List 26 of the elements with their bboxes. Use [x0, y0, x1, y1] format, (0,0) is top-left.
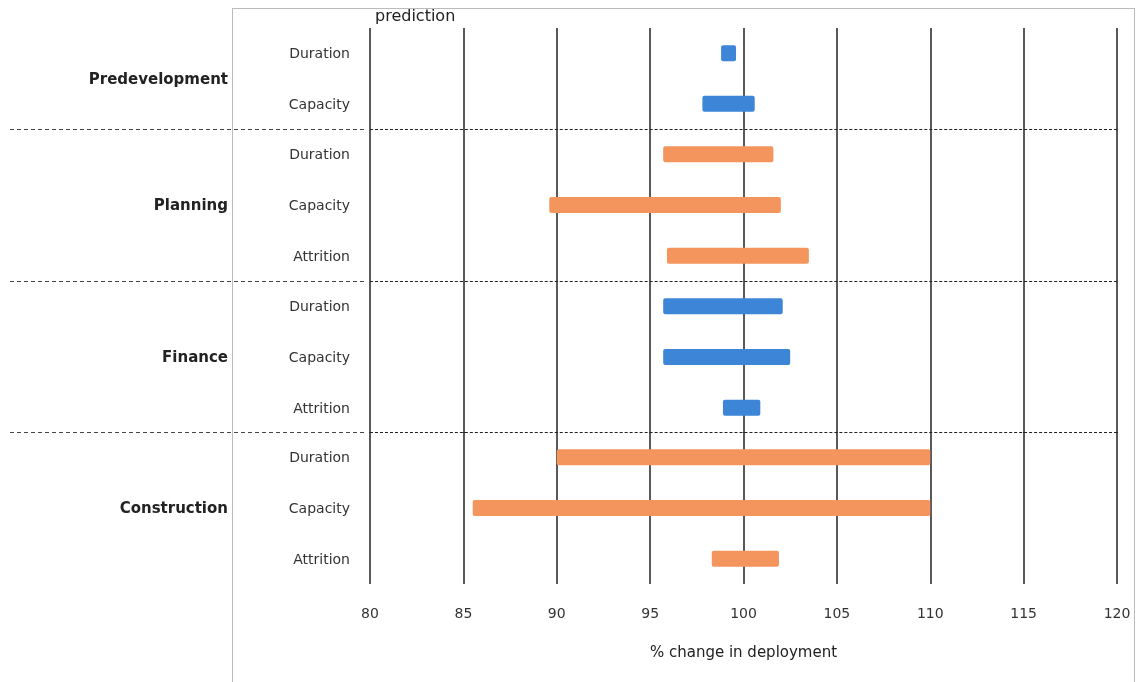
y-tick-label: Duration [289, 449, 350, 466]
y-tick-label: Attrition [293, 247, 350, 264]
y-tick-label: Duration [289, 146, 350, 163]
y-axis-title: Planning [153, 196, 228, 214]
x-tick-label: 95 [641, 605, 660, 621]
x-tick-label: 110 [916, 605, 944, 621]
y-tick-label: Capacity [288, 500, 350, 516]
y-tick-label: Attrition [293, 550, 350, 567]
y-axis-title: Construction [119, 499, 228, 517]
y-tick-label: Capacity [288, 95, 350, 112]
y-tick-label: Duration [289, 45, 350, 62]
x-axis-title: % change in deployment [649, 642, 838, 661]
x-tick-label: 105 [823, 605, 851, 621]
x-tick-label: 120 [1103, 605, 1131, 621]
y-tick-label: Attrition [293, 399, 350, 416]
y-tick-label: Capacity [288, 348, 350, 365]
x-tick-label: 100 [730, 605, 757, 621]
x-tick-label: 90 [547, 605, 566, 621]
chart-title: prediction [375, 5, 456, 25]
x-tick-label: 80 [361, 605, 379, 621]
y-tick-label: Duration [289, 297, 350, 314]
x-tick-label: 85 [454, 605, 473, 621]
y-axis-title: Predevelopment [88, 69, 228, 88]
y-tick-label: Capacity [288, 197, 350, 213]
x-tick-label: 115 [1010, 605, 1037, 621]
y-axis-title: Finance [162, 347, 228, 366]
